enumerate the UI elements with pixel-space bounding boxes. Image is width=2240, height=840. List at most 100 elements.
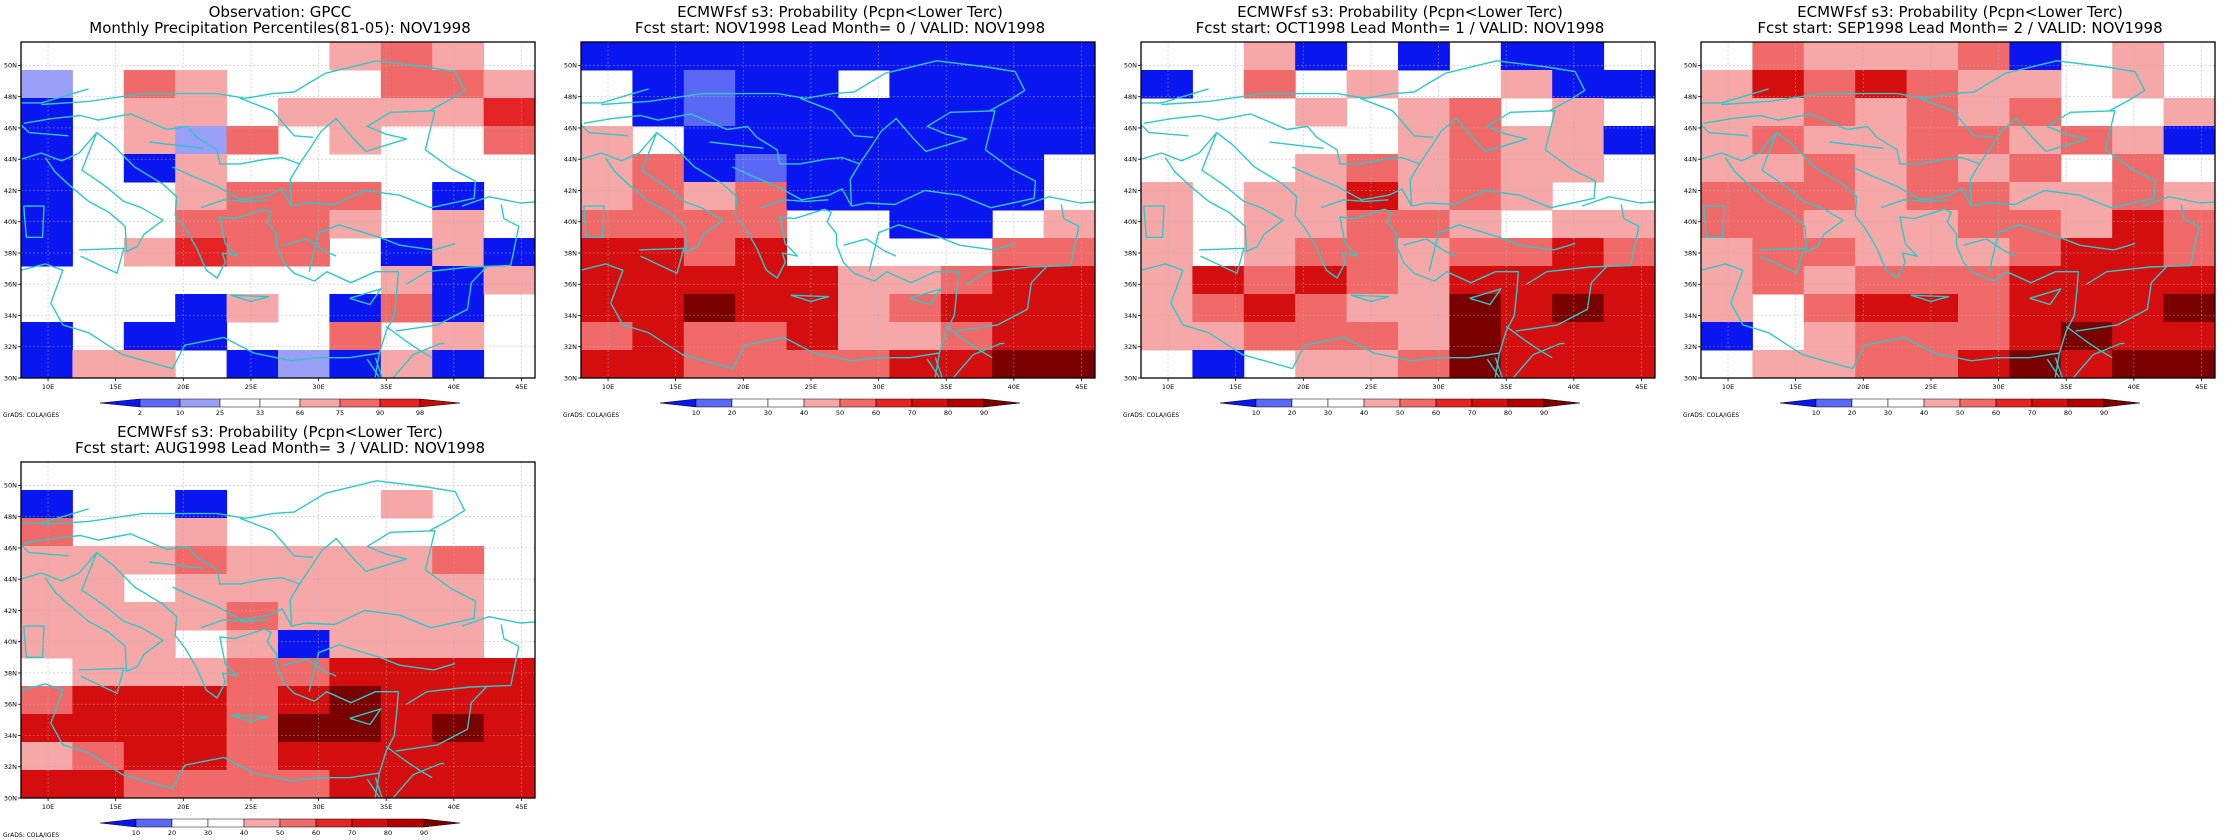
- colorbar-label: 40: [1920, 409, 1928, 417]
- panel-lead-3: ECMWFsf s3: Probability (Pcpn<Lower Terc…: [0, 420, 560, 840]
- grid-cell: [1043, 350, 1096, 379]
- grid-cell: [432, 238, 485, 267]
- y-tick-label: 38N: [4, 249, 17, 257]
- map-lead-2: 10E 15E 20E 25E 30E 35E 40E 45E 30N 32N 34N 36N 38N 4…: [1683, 41, 2216, 419]
- x-tick-label: 35E: [380, 383, 392, 391]
- grid-cell: [735, 322, 788, 351]
- grid-cell: [1295, 294, 1348, 323]
- grid-cell: [1752, 126, 1805, 155]
- grid-cell: [1752, 210, 1805, 239]
- grid-cell: [1603, 126, 1656, 155]
- grid-cell: [1141, 322, 1193, 351]
- grid-cell: [683, 42, 736, 71]
- grid-cell: [1906, 294, 1959, 323]
- grid-cell: [380, 546, 433, 575]
- grid-cell: [632, 154, 685, 183]
- coastline: [23, 205, 45, 239]
- y-tick-label: 42N: [1684, 187, 1697, 195]
- grid-cell: [889, 154, 942, 183]
- grid-cell: [1500, 350, 1553, 379]
- coastline: [656, 132, 960, 354]
- y-tick-label: 30N: [1124, 374, 1137, 382]
- grid-cell: [380, 602, 433, 631]
- colorbar: 10 20 30 40 50 60 70 80 90: [1219, 398, 1581, 417]
- colorbar-segment: [1399, 398, 1437, 408]
- grid-cell: [483, 98, 536, 127]
- grid-cell: [1603, 70, 1656, 99]
- colorbar-label: 75: [336, 409, 344, 417]
- grid-cell: [1701, 238, 1753, 267]
- grid-cell: [1803, 238, 1856, 267]
- grid-cell: [632, 210, 685, 239]
- grid-cell: [123, 322, 176, 351]
- coastline: [200, 619, 269, 629]
- coastline: [2065, 325, 2113, 359]
- grid-cell: [1192, 266, 1245, 295]
- grid-cell: [329, 742, 382, 771]
- grid-cell: [1243, 294, 1296, 323]
- y-tick-label: 48N: [1684, 93, 1697, 101]
- grid-cell: [1398, 294, 1450, 323]
- coastline: [239, 97, 314, 138]
- grid-cell: [380, 574, 433, 603]
- grid-cell: [1043, 210, 1096, 239]
- grid-cell: [1398, 238, 1450, 267]
- colorbar-segment: [339, 398, 381, 408]
- colorbar-segment: [1363, 398, 1401, 408]
- grid-cell: [483, 70, 536, 99]
- coastline: [283, 658, 337, 677]
- grid-cell: [1958, 322, 2010, 351]
- grid-cell: [1043, 98, 1096, 127]
- coastline: [1403, 238, 1457, 257]
- grid-cell: [683, 266, 736, 295]
- coastlines: [21, 480, 535, 798]
- grid-cell: [1701, 154, 1753, 183]
- coastline: [790, 294, 830, 303]
- grid-cell: [1043, 294, 1096, 323]
- coastline: [2214, 98, 2215, 100]
- grads-credit: GrADS: COLA/IGES: [1123, 412, 1179, 419]
- coastline: [1469, 288, 1502, 306]
- grid-cell: [226, 546, 279, 575]
- y-tick-label: 34N: [1684, 312, 1697, 320]
- coastline: [230, 714, 270, 723]
- grid-cell: [1500, 182, 1553, 211]
- grid-cell: [1906, 126, 1959, 155]
- coastline: [581, 263, 940, 370]
- colorbar-segment: [139, 398, 181, 408]
- coastline: [1701, 88, 1769, 104]
- grid-cell: [175, 322, 228, 351]
- grid-cell: [581, 238, 633, 267]
- grid-cell: [735, 98, 788, 127]
- coastline: [366, 357, 384, 378]
- x-tick-label: 20E: [737, 383, 749, 391]
- grid-cell: [1603, 210, 1656, 239]
- coastline: [41, 60, 466, 112]
- y-tick-label: 38N: [4, 669, 17, 677]
- colorbar-label: 30: [204, 829, 212, 837]
- colorbar-label: 10: [692, 409, 700, 417]
- coastline: [289, 110, 477, 209]
- coastline: [966, 204, 1080, 285]
- grid-cell: [226, 686, 279, 715]
- grid-cell: [1552, 294, 1605, 323]
- grid-cell: [1346, 238, 1399, 267]
- grid-cell: [735, 266, 788, 295]
- grid-cell: [2163, 210, 2216, 239]
- precip-cells: [1141, 42, 1656, 379]
- grid-cell: [1855, 322, 1908, 351]
- coastline: [21, 263, 380, 370]
- map-frame: [20, 41, 536, 379]
- grid-cell: [1603, 294, 1656, 323]
- colorbar-segment: [1291, 398, 1329, 408]
- coastline: [374, 352, 381, 378]
- grid-cell: [1603, 238, 1656, 267]
- x-tick-label: 15E: [109, 803, 121, 811]
- x-tick-label: 30E: [872, 383, 884, 391]
- coastline: [1292, 166, 1413, 207]
- grid-cell: [1803, 266, 1856, 295]
- grid-cell: [786, 98, 839, 127]
- colorbar-label: 70: [1468, 409, 1476, 417]
- grid-cell: [278, 658, 330, 687]
- precip-cells: [21, 490, 536, 799]
